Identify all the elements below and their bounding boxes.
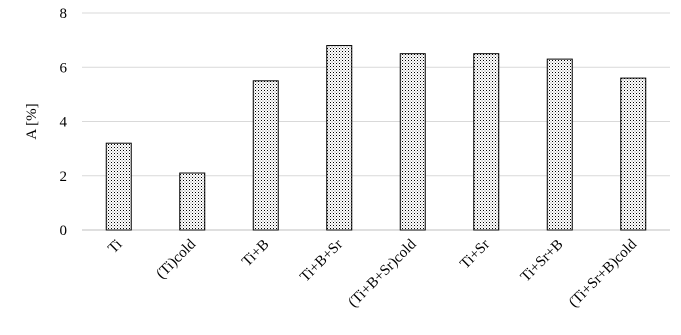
bar [179,172,206,231]
bar [473,53,500,231]
y-tick-label: 2 [60,169,68,185]
y-tick-label: 6 [60,60,68,76]
x-tick-label: Ti+B+Sr [297,237,346,286]
y-tick-label: 0 [60,223,68,239]
x-tick-label: Ti+B [239,237,272,270]
bar [326,45,353,231]
y-tick-label: 8 [60,6,68,22]
bars [105,45,647,231]
x-tick-label: Ti+Sr+B [518,237,567,286]
x-tick-label: Ti [105,237,125,257]
x-tick-label: Ti+Sr [457,237,493,273]
bar [105,142,132,231]
x-tick-label: (Ti)cold [153,236,199,282]
y-tick-label: 4 [60,115,68,131]
y-axis-title: A [%] [24,103,40,139]
x-tick-labels: Ti (Ti)cold Ti+B Ti+B+Sr (Ti+B+Sr)cold Ti+Sr T… [105,236,640,311]
bar [620,77,647,231]
x-tick-label: (Ti+Sr+B)cold [566,236,641,311]
x-tick-label: (Ti+B+Sr)cold [345,236,420,311]
y-tick-labels: 0 2 4 6 8 [60,6,68,239]
bar [399,53,426,231]
bar [252,80,279,231]
bar [546,58,573,231]
gridlines [82,12,670,231]
